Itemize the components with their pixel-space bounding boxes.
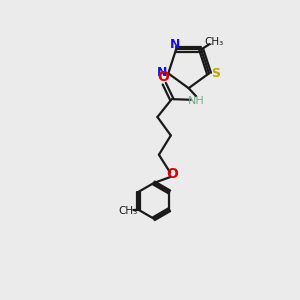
Text: CH₃: CH₃: [204, 37, 223, 47]
Text: CH₃: CH₃: [118, 206, 138, 216]
Text: NH: NH: [188, 96, 204, 106]
Text: O: O: [166, 167, 178, 181]
Text: N: N: [157, 66, 167, 79]
Text: O: O: [157, 70, 169, 84]
Text: S: S: [211, 67, 220, 80]
Text: N: N: [169, 38, 180, 51]
